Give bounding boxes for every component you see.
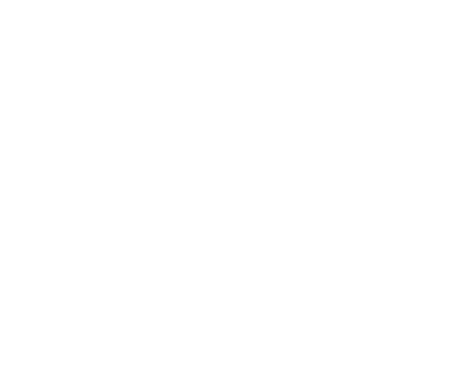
Text: 2C:: 2C:	[252, 293, 272, 303]
Text: 2B:: 2B:	[217, 231, 236, 241]
Text: of the graft to the endplates at each end, however, only partial trabecular: of the graft to the endplates at each en…	[8, 278, 396, 288]
Text: It is representative of a 1-level ACDF post-op CT that is: It is representative of a 1-level ACDF p…	[88, 217, 376, 227]
Text: It reveals the CT image: It reveals the CT image	[272, 293, 396, 303]
Text: op 3-level ACDF with fusion Grade II, Grade I, Grade I (as shown from top: op 3-level ACDF with fusion Grade II, Gr…	[8, 247, 390, 257]
Text: Shows a CT image of post-: Shows a CT image of post-	[236, 231, 382, 241]
Text: trabecular discontinuity.: trabecular discontinuity.	[8, 354, 135, 364]
Text: a: a	[136, 201, 144, 211]
Text: classified as a Grade I complete fusion.: classified as a Grade I complete fusion.	[8, 231, 217, 241]
Text: b: b	[293, 201, 301, 211]
Text: F: F	[259, 201, 267, 211]
Text: shows cortical non-union with the caudal vertebrae and associated central: shows cortical non-union with the caudal…	[8, 339, 399, 349]
Text: c: c	[444, 201, 451, 211]
Text: top to bottom). The representative fusion Grade III unipolar pseudoarthrosis: top to bottom). The representative fusio…	[8, 324, 406, 334]
Text: from a post-op 2-level ACDF with fusion Grade I and Grade III (as shown from: from a post-op 2-level ACDF with fusion …	[8, 308, 411, 318]
Text: to bottom). The representative Grade II partial fusion shows cortical union: to bottom). The representative Grade II …	[8, 262, 396, 272]
Text: Figure 2:: Figure 2:	[8, 217, 65, 227]
Text: continuity is seen between the two vertebrae.: continuity is seen between the two verte…	[8, 293, 252, 303]
Text: 2A:: 2A:	[65, 217, 88, 227]
